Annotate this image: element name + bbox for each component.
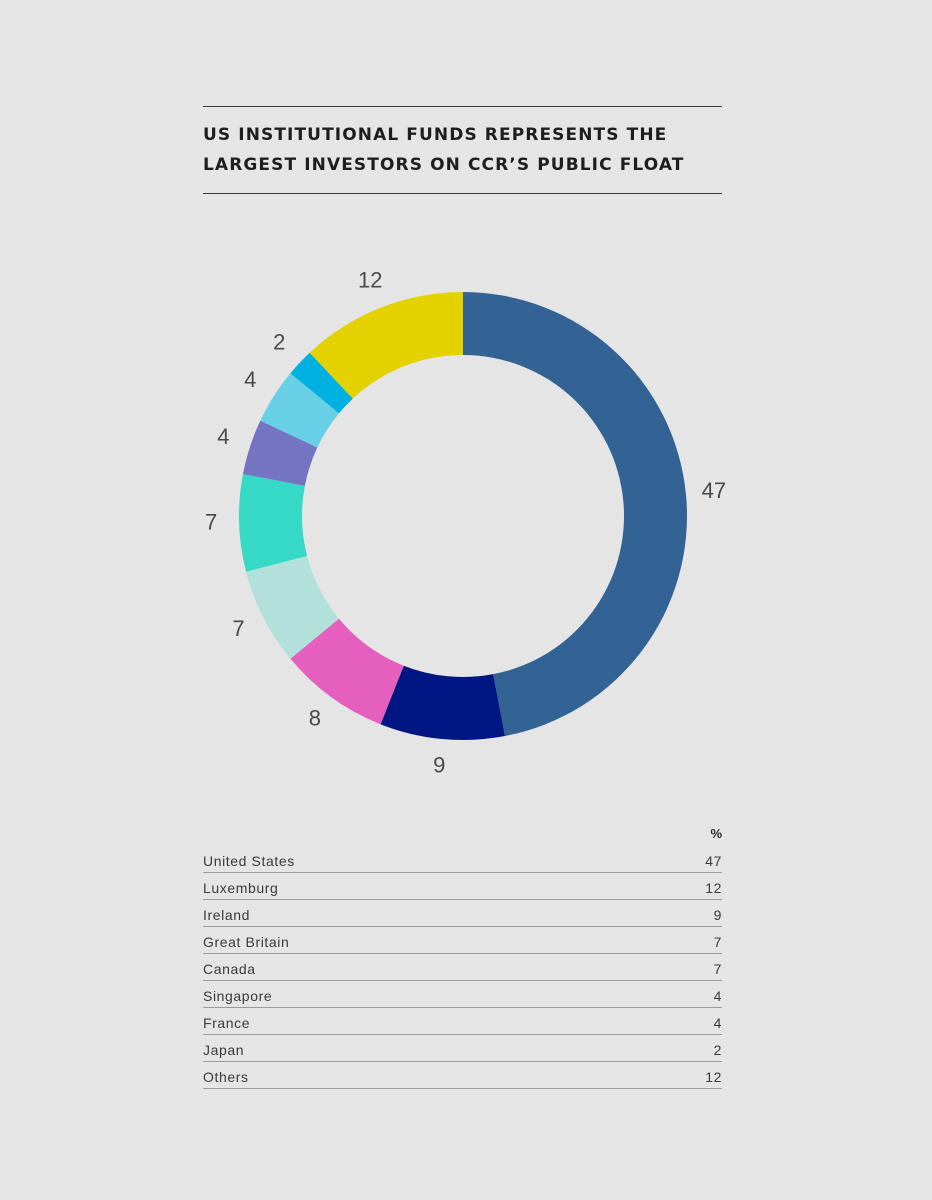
slice-value-label: 9 xyxy=(433,753,445,778)
table-row: Singapore 4 xyxy=(203,981,722,1008)
table-row: Ireland 9 xyxy=(203,900,722,927)
donut-slice xyxy=(463,292,688,737)
row-label: Others xyxy=(203,1069,249,1085)
row-label: France xyxy=(203,1015,251,1031)
table-row: Luxemburg 12 xyxy=(203,873,722,900)
chart-title: US INSTITUTIONAL FUNDS REPRESENTS THE LA… xyxy=(203,106,722,194)
slice-value-label: 7 xyxy=(232,616,244,641)
row-label: Luxemburg xyxy=(203,880,279,896)
table-row: Japan 2 xyxy=(203,1035,722,1062)
row-value: 7 xyxy=(713,961,722,977)
row-value: 7 xyxy=(713,934,722,950)
donut-slice xyxy=(380,665,505,741)
slice-value-label: 4 xyxy=(244,367,256,392)
row-label: Great Britain xyxy=(203,934,290,950)
row-label: Ireland xyxy=(203,907,251,923)
slice-value-label: 8 xyxy=(309,706,321,731)
row-label: Singapore xyxy=(203,988,273,1004)
chart-title-line-2: LARGEST INVESTORS ON CCR’S PUBLIC FLOAT xyxy=(203,155,685,175)
row-value: 12 xyxy=(705,880,722,896)
unit-header: % xyxy=(710,826,722,841)
row-value: 12 xyxy=(705,1069,722,1085)
table-row: France 4 xyxy=(203,1008,722,1035)
donut-slice xyxy=(290,352,353,414)
row-value: 47 xyxy=(705,853,722,869)
row-value: 2 xyxy=(713,1042,722,1058)
slice-value-label: 47 xyxy=(702,478,726,503)
table-row: Canada 7 xyxy=(203,954,722,981)
row-label: Canada xyxy=(203,961,256,977)
data-table: % United States 47 Luxemburg 12 Ireland … xyxy=(203,822,722,1089)
chart-title-line-1: US INSTITUTIONAL FUNDS REPRESENTS THE xyxy=(203,125,668,145)
row-value: 9 xyxy=(713,907,722,923)
slice-value-label: 7 xyxy=(205,510,217,535)
slice-value-label: 12 xyxy=(358,268,382,293)
table-row: Others 12 xyxy=(203,1062,722,1089)
donut-slice xyxy=(260,373,339,448)
donut-slice xyxy=(246,556,339,659)
donut-slice xyxy=(309,292,463,399)
row-label: Japan xyxy=(203,1042,245,1058)
row-value: 4 xyxy=(713,988,722,1004)
donut-slice xyxy=(242,420,318,486)
donut-slice xyxy=(290,618,404,725)
row-value: 4 xyxy=(713,1015,722,1031)
table-row: United States 47 xyxy=(203,846,722,873)
slice-value-label: 4 xyxy=(217,424,229,449)
donut-slice xyxy=(239,474,308,572)
table-row: Great Britain 7 xyxy=(203,927,722,954)
row-label: United States xyxy=(203,853,295,869)
slice-value-label: 2 xyxy=(273,329,285,354)
